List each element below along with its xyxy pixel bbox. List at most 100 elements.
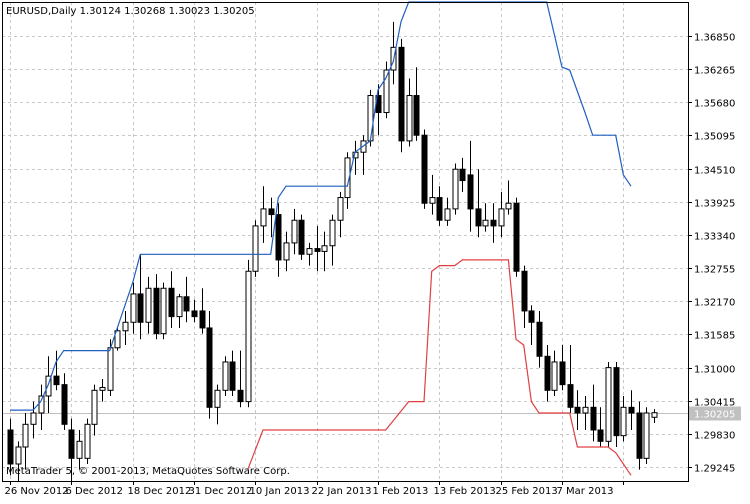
- candle-body-up: [260, 208, 267, 227]
- candle-body-up: [222, 361, 229, 391]
- candle: [651, 409, 658, 424]
- candle: [605, 361, 612, 447]
- candle-body-up: [107, 347, 114, 391]
- candle-body-down: [137, 293, 144, 323]
- candle-body-up: [498, 208, 505, 227]
- candle-body-up: [582, 406, 589, 414]
- current-price-label: 1.30205: [694, 410, 735, 421]
- candle: [229, 350, 236, 396]
- candle-body-up: [160, 287, 167, 335]
- candle-body-down: [183, 296, 190, 312]
- candle: [53, 350, 60, 391]
- candle: [406, 78, 413, 147]
- x-tick-label: 31 Dec 2012: [189, 486, 253, 497]
- axis-layer: 1.36850 1.36265 1.35680 1.35095 1.34510 1.339…: [5, 33, 741, 497]
- y-tick-label: 1.32755: [694, 265, 735, 276]
- candle: [260, 186, 267, 243]
- candle-body-up: [145, 287, 152, 323]
- y-tick-label: 1.31585: [694, 331, 735, 342]
- candle: [528, 305, 535, 345]
- candle: [76, 429, 83, 470]
- candle-body-down: [206, 327, 213, 408]
- candle-body-up: [176, 296, 183, 318]
- candle-body-up: [38, 395, 45, 414]
- candle-body-up: [30, 412, 37, 425]
- candle-body-down: [559, 361, 566, 386]
- candle-body-down: [268, 208, 275, 216]
- candle: [91, 384, 98, 436]
- candle-body-down: [61, 384, 68, 425]
- candle-body-down: [467, 174, 474, 210]
- x-tick-label: 26 Nov 2012: [5, 486, 69, 497]
- candle-body-up: [283, 242, 290, 261]
- y-tick-label: 1.30415: [694, 398, 735, 409]
- candle-body-down: [590, 406, 597, 431]
- candle: [551, 350, 558, 396]
- y-tick-label: 1.32170: [694, 298, 735, 309]
- candle: [15, 441, 22, 481]
- candle: [122, 310, 129, 345]
- candle: [298, 214, 305, 260]
- candle-body-down: [413, 95, 420, 136]
- candle-body-up: [406, 95, 413, 142]
- candle: [375, 84, 382, 136]
- candle: [421, 129, 428, 209]
- candle: [168, 271, 175, 328]
- candle: [252, 220, 259, 277]
- candle: [567, 344, 574, 413]
- upper-channel-line: [10, 1, 632, 411]
- candle: [7, 418, 14, 476]
- candle-body-up: [337, 197, 344, 221]
- y-tick-label: 1.31000: [694, 365, 735, 376]
- y-tick-label: 1.36850: [694, 33, 735, 44]
- grid-layer: [2, 2, 688, 481]
- candle: [206, 310, 213, 419]
- candle-body-down: [398, 46, 405, 142]
- candle-body-up: [114, 330, 121, 349]
- candle-body-down: [544, 355, 551, 391]
- candle-body-down: [199, 310, 206, 329]
- y-tick-label: 1.29245: [694, 464, 735, 475]
- candle: [222, 356, 229, 396]
- candle-body-down: [459, 168, 466, 182]
- candle-body-up: [643, 412, 650, 459]
- candle: [597, 407, 604, 447]
- y-tick-label: 1.34510: [694, 166, 735, 177]
- candle-body-down: [528, 310, 535, 323]
- candle-body-up: [651, 412, 658, 418]
- candle-body-down: [567, 384, 574, 408]
- candle: [329, 214, 336, 266]
- candle: [84, 418, 91, 464]
- candle-body-down: [153, 287, 160, 335]
- candle-body-down: [521, 270, 528, 312]
- candle: [191, 299, 198, 323]
- candle-body-up: [22, 423, 29, 448]
- candle-body-down: [628, 406, 635, 414]
- candle-body-down: [237, 389, 244, 403]
- candle-body-down: [168, 287, 175, 318]
- lower-channel-line: [247, 259, 632, 476]
- candle: [214, 384, 221, 425]
- candle-body-up: [605, 367, 612, 442]
- candle: [291, 208, 298, 255]
- candle: [344, 152, 351, 209]
- indicator-layer: [10, 1, 632, 476]
- candle: [498, 191, 505, 238]
- candle-body-down: [513, 202, 520, 272]
- candle: [337, 191, 344, 238]
- candle-body-up: [76, 440, 83, 459]
- candle-body-down: [490, 219, 497, 227]
- candle-body-down: [436, 197, 443, 221]
- y-tick-label: 1.35095: [694, 132, 735, 143]
- candle: [475, 169, 482, 238]
- candle: [436, 186, 443, 226]
- candle-body-down: [275, 214, 282, 261]
- candle: [22, 412, 29, 470]
- symbol-header: EURUSD,Daily 1.30124 1.30268 1.30023 1.3…: [6, 6, 255, 17]
- candle-body-up: [452, 168, 459, 210]
- x-tick-label: 13 Feb 2013: [434, 486, 496, 497]
- candle-body-up: [321, 245, 328, 252]
- candle-body-up: [551, 361, 558, 391]
